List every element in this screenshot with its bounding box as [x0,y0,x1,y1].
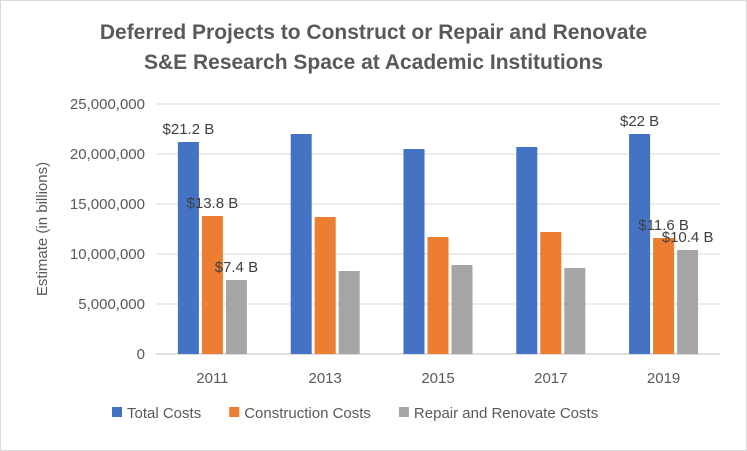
data-label: $11.6 B [638,217,689,234]
y-axis-ticks: 0 5,000,000 10,000,000 15,000,000 20,000,000… [70,96,145,363]
legend-label: Total Costs [127,405,201,422]
y-tick-label: 0 [137,346,145,363]
chart-title-line-2: S&E Research Space at Academic Instituti… [143,51,604,74]
x-tick-label: 2015 [421,370,454,387]
y-axis-label: Estimate (in billions) [34,162,51,296]
x-tick-label: 2019 [647,370,680,387]
legend: Total Costs Construction Costs Repair and … [112,405,598,422]
data-labels: $21.2 B $13.8 B $7.4 B $22 B $11.6 B$10.4 B [163,113,714,276]
data-label: $10.4 B [662,229,714,246]
bar-total-costs-2015 [403,149,425,354]
bar-repair-and-renovate-costs-2015 [451,265,473,354]
data-label: $7.4 B [215,259,258,276]
y-tick-label: 5,000,000 [78,296,145,313]
x-axis-ticks: 2011 2013 2015 2017 2019 [196,370,680,387]
legend-label: Repair and Renovate Costs [414,405,598,422]
data-label: $13.8 B [187,195,239,212]
bar-construction-costs-2013 [314,217,336,354]
data-label: $21.2 B [163,121,215,138]
bar-total-costs-2013 [290,134,312,354]
x-tick-label: 2017 [534,370,567,387]
bar-repair-and-renovate-costs-2011 [225,280,247,354]
legend-swatch [398,407,409,417]
bar-construction-costs-2019 [653,238,675,354]
y-tick-label: 15,000,000 [70,196,145,213]
legend-swatch [112,407,122,417]
bar-repair-and-renovate-costs-2017 [564,268,586,354]
chart-title-line-1: Deferred Projects to Construct or Repair… [99,21,648,44]
legend-swatch [229,407,240,417]
y-tick-label: 20,000,000 [70,146,145,163]
bar-total-costs-2011 [177,142,199,354]
legend-label: Construction Costs [244,405,371,422]
bar-construction-costs-2011 [201,216,223,354]
x-tick-label: 2011 [196,370,228,387]
bar-repair-and-renovate-costs-2013 [338,271,360,354]
y-tick-label: 10,000,000 [70,246,145,263]
bar-total-costs-2019 [629,134,651,354]
bar-construction-costs-2017 [540,232,562,354]
x-tick-label: 2013 [309,370,342,387]
bar-total-costs-2017 [516,147,538,354]
bars [177,134,699,354]
data-label: $22 B [620,113,659,130]
bar-construction-costs-2015 [427,237,449,354]
y-tick-label: 25,000,000 [70,96,145,113]
bar-repair-and-renovate-costs-2019 [677,250,699,354]
